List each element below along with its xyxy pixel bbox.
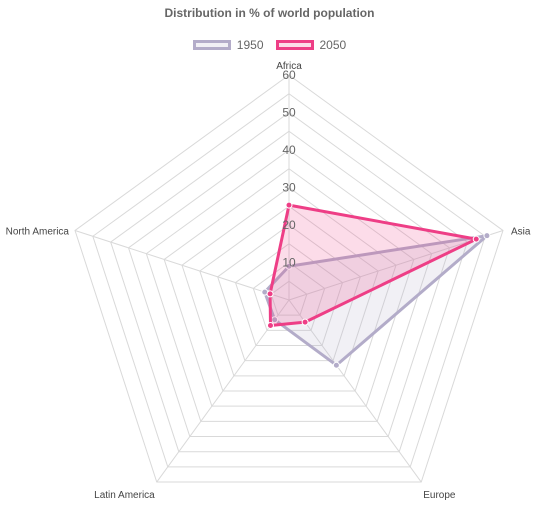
grid-ring-55 [92, 93, 486, 468]
point-2050-2 [301, 318, 309, 326]
point-2050-3 [266, 321, 274, 329]
grid-ring-50 [110, 111, 468, 453]
legend-label-1950: 1950 [236, 38, 264, 52]
r-tick-label-50: 50 [282, 106, 296, 120]
point-2050-0 [285, 201, 293, 209]
r-tick-label-20: 20 [282, 218, 296, 232]
legend-item-2050[interactable]: 2050 [275, 38, 347, 52]
legend-label-2050: 2050 [319, 38, 347, 52]
r-tick-label-60: 60 [282, 68, 296, 82]
series-area-1950 [263, 234, 489, 367]
series-area-2050 [268, 203, 478, 327]
legend-item-1950[interactable]: 1950 [192, 38, 264, 52]
grid-ring-15 [234, 243, 344, 347]
r-tick-label-40: 40 [282, 143, 296, 157]
category-label-0: Africa [276, 61, 302, 72]
grid-ring-60 [74, 74, 504, 483]
category-label-2: Europe [423, 490, 456, 501]
spoke-2 [288, 299, 422, 483]
legend-swatch-1950 [192, 40, 231, 50]
chart-title: Distribution in % of world population [164, 6, 375, 20]
spoke-3 [156, 299, 290, 483]
legend: 1950 2050 [0, 38, 539, 52]
grid-ring-35 [163, 168, 415, 407]
grid-ring-40 [145, 149, 433, 422]
point-1950-2 [332, 361, 340, 369]
category-label-1: Asia [511, 226, 531, 237]
grid-ring-5 [270, 280, 308, 316]
spoke-4 [74, 229, 290, 301]
point-2050-4 [266, 290, 274, 298]
point-1950-1 [483, 232, 491, 240]
r-tick-label-30: 30 [282, 181, 296, 195]
category-label-4: North America [6, 226, 70, 237]
grid-ring-20 [217, 224, 361, 362]
point-1950-0 [285, 262, 293, 270]
grid-ring-25 [199, 205, 379, 377]
point-2050-1 [472, 235, 480, 243]
r-tick-label-10: 10 [282, 256, 296, 270]
legend-swatch-2050 [275, 40, 314, 50]
category-label-3: Latin America [94, 490, 155, 501]
